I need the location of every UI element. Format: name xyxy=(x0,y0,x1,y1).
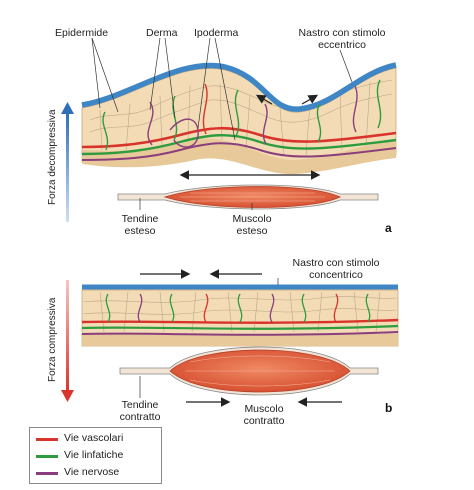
muscle-extended xyxy=(117,184,379,210)
panel-b: Nastro con stimolo concentrico Forza com… xyxy=(47,257,399,427)
nerve-path-a xyxy=(81,142,397,161)
decompressive-arrow-head xyxy=(61,102,74,114)
muscle-contracted xyxy=(119,346,379,396)
label-nastro-eccentrico-line2: eccentrico xyxy=(318,39,366,51)
compressive-arrow-head xyxy=(61,390,74,402)
decompressive-force-arrow xyxy=(66,112,69,222)
panel-letter-b: b xyxy=(385,401,392,415)
label-nastro-concentrico-line1: Nastro con stimolo xyxy=(293,257,380,269)
lift-arrow-left xyxy=(255,94,273,105)
label-ipoderma: Ipoderma xyxy=(194,27,239,39)
panel-a: Epidermide Derma Ipoderma Nastro con sti… xyxy=(47,27,397,237)
lymph-path-a xyxy=(81,134,397,156)
legend-swatch-lymph xyxy=(36,455,58,458)
legend: Vie vascolari Vie linfatiche Vie nervose xyxy=(29,427,162,484)
label-muscolo-esteso-line2: esteso xyxy=(237,225,268,237)
lymph-path-b xyxy=(81,324,399,330)
legend-item-vascular: Vie vascolari xyxy=(30,431,161,447)
vessel-loops-b xyxy=(105,293,371,323)
lift-arrow-right xyxy=(301,94,319,105)
legend-swatch-vascular xyxy=(36,438,58,441)
label-tendine-contratto-line2: contratto xyxy=(120,411,161,423)
label-epidermide: Epidermide xyxy=(55,27,108,39)
legend-label-lymph: Vie linfatiche xyxy=(64,449,124,461)
hypodermis-b xyxy=(82,334,398,346)
vessel-loops-a xyxy=(102,79,382,151)
label-tendine-contratto-line1: Tendine xyxy=(122,399,159,411)
label-nastro-concentrico-line2: concentrico xyxy=(309,269,363,281)
legend-item-nerve: Vie nervose xyxy=(30,465,161,481)
label-tendine-esteso-line2: esteso xyxy=(125,225,156,237)
label-muscolo-esteso-line1: Muscolo xyxy=(232,213,271,225)
tape-eccentric xyxy=(81,62,397,112)
label-derma: Derma xyxy=(146,27,178,39)
compressive-force-arrow xyxy=(66,280,69,392)
legend-label-nerve: Vie nervose xyxy=(64,466,120,478)
label-forza-compressiva: Forza compressiva xyxy=(47,297,58,382)
label-forza-decompressiva: Forza decompressiva xyxy=(47,109,58,205)
legend-label-vascular: Vie vascolari xyxy=(64,432,124,444)
label-muscolo-contratto-line1: Muscolo xyxy=(244,403,283,415)
nerve-path-b xyxy=(81,331,399,336)
label-tendine-esteso-line1: Tendine xyxy=(122,213,159,225)
legend-item-lymph: Vie linfatiche xyxy=(30,448,161,464)
panel-letter-a: a xyxy=(385,221,392,235)
label-nastro-eccentrico-line1: Nastro con stimolo xyxy=(299,27,386,39)
legend-swatch-nerve xyxy=(36,472,58,475)
label-muscolo-contratto-line2: contratto xyxy=(244,415,285,427)
vascular-path-b xyxy=(81,318,399,324)
leader-lines-a xyxy=(91,37,353,210)
